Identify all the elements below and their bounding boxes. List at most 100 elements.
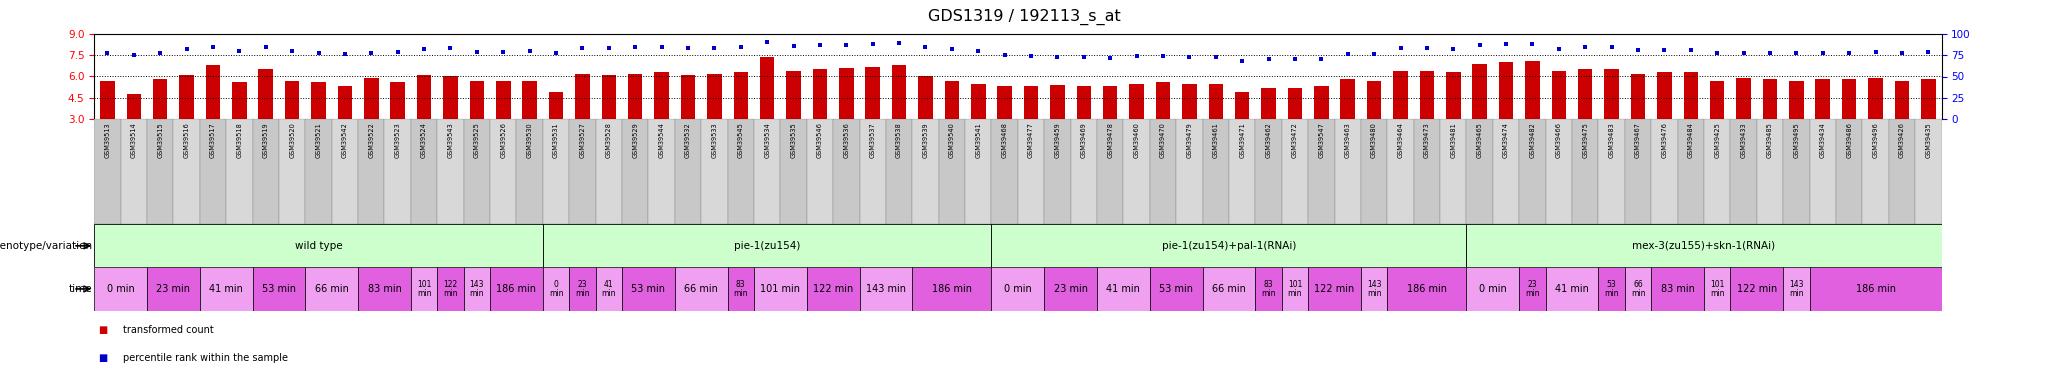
Bar xyxy=(496,81,510,119)
Bar xyxy=(891,65,907,119)
Bar xyxy=(860,267,911,310)
Text: 0 min: 0 min xyxy=(106,284,135,294)
Bar xyxy=(100,81,115,119)
Bar xyxy=(1315,87,1329,119)
Bar xyxy=(1309,119,1335,224)
Bar xyxy=(147,267,201,310)
Text: percentile rank within the sample: percentile rank within the sample xyxy=(123,353,289,363)
Bar xyxy=(412,267,438,310)
Text: GSM39496: GSM39496 xyxy=(1872,122,1878,158)
Bar xyxy=(438,267,463,310)
Bar xyxy=(840,68,854,119)
Bar xyxy=(311,82,326,119)
Bar xyxy=(1677,119,1704,224)
Bar xyxy=(1393,71,1407,119)
Text: GSM39513: GSM39513 xyxy=(104,122,111,158)
Bar xyxy=(1546,119,1573,224)
Text: GSM39514: GSM39514 xyxy=(131,122,137,158)
Text: GSM39543: GSM39543 xyxy=(446,122,453,158)
Bar xyxy=(1182,84,1196,119)
Text: GSM39434: GSM39434 xyxy=(1821,122,1825,158)
Bar xyxy=(1386,119,1413,224)
Point xyxy=(487,49,520,55)
Text: 101 min: 101 min xyxy=(760,284,801,294)
Point xyxy=(1886,50,1919,55)
Bar xyxy=(1282,119,1309,224)
Text: GSM39536: GSM39536 xyxy=(844,122,850,158)
Bar xyxy=(442,76,459,119)
Text: 0
min: 0 min xyxy=(549,280,563,298)
Point xyxy=(829,42,862,48)
Text: pie-1(zu154)+pal-1(RNAi): pie-1(zu154)+pal-1(RNAi) xyxy=(1161,241,1296,251)
Text: GSM39468: GSM39468 xyxy=(1001,122,1008,158)
Text: GSM39472: GSM39472 xyxy=(1292,122,1298,158)
Bar xyxy=(1413,119,1440,224)
Text: GSM39531: GSM39531 xyxy=(553,122,559,158)
Text: wild type: wild type xyxy=(295,241,342,251)
Bar xyxy=(489,267,543,310)
Point xyxy=(1200,54,1233,60)
Bar xyxy=(1235,92,1249,119)
Bar xyxy=(543,267,569,310)
Point xyxy=(143,50,176,56)
Text: GSM39534: GSM39534 xyxy=(764,122,770,158)
Bar xyxy=(918,76,932,119)
Bar xyxy=(911,119,938,224)
Text: 23 min: 23 min xyxy=(1053,284,1087,294)
Text: 122 min: 122 min xyxy=(1315,284,1354,294)
Text: GSM39537: GSM39537 xyxy=(870,122,877,158)
Bar xyxy=(201,267,252,310)
Point xyxy=(1753,50,1786,55)
Bar xyxy=(807,119,834,224)
Bar xyxy=(1098,267,1149,310)
Bar xyxy=(653,72,670,119)
Text: 53 min: 53 min xyxy=(1159,284,1194,294)
Text: 0 min: 0 min xyxy=(1004,284,1032,294)
Bar xyxy=(1044,267,1098,310)
Bar xyxy=(707,74,721,119)
Text: 66 min: 66 min xyxy=(1212,284,1245,294)
Text: 186 min: 186 min xyxy=(1407,284,1446,294)
Bar xyxy=(1526,61,1540,119)
Bar xyxy=(180,75,195,119)
Bar xyxy=(674,119,700,224)
Bar xyxy=(866,66,881,119)
Text: 41
min: 41 min xyxy=(602,280,616,298)
Text: GSM39426: GSM39426 xyxy=(1898,122,1905,158)
Bar xyxy=(938,119,965,224)
Text: GSM39519: GSM39519 xyxy=(262,122,268,158)
Bar xyxy=(1255,119,1282,224)
Text: GSM39473: GSM39473 xyxy=(1423,122,1430,158)
Bar xyxy=(1790,81,1804,119)
Bar xyxy=(1128,84,1145,119)
Bar xyxy=(596,119,623,224)
Text: GSM39523: GSM39523 xyxy=(395,122,401,158)
Text: 83 min: 83 min xyxy=(367,284,401,294)
Text: 23
min: 23 min xyxy=(575,280,590,298)
Bar xyxy=(1262,88,1276,119)
Point xyxy=(672,45,705,51)
Text: 101
min: 101 min xyxy=(1288,280,1303,298)
Text: 122
min: 122 min xyxy=(442,280,457,298)
Bar xyxy=(1149,119,1176,224)
Bar xyxy=(629,74,643,119)
Bar xyxy=(1446,72,1460,119)
Bar xyxy=(94,119,121,224)
Text: GSM39460: GSM39460 xyxy=(1135,122,1139,158)
Point xyxy=(1649,47,1681,53)
Bar xyxy=(1499,62,1513,119)
Bar xyxy=(285,81,299,119)
Bar xyxy=(1683,72,1698,119)
Bar xyxy=(1862,119,1888,224)
Bar xyxy=(358,119,385,224)
Point xyxy=(645,44,678,50)
Text: 101
min: 101 min xyxy=(418,280,432,298)
Text: 186 min: 186 min xyxy=(932,284,973,294)
Bar xyxy=(1051,85,1065,119)
Bar xyxy=(1473,64,1487,119)
Text: 66
min: 66 min xyxy=(1630,280,1645,298)
Bar xyxy=(680,75,694,119)
Bar xyxy=(1018,119,1044,224)
Text: GSM39526: GSM39526 xyxy=(500,122,506,158)
Bar xyxy=(727,267,754,310)
